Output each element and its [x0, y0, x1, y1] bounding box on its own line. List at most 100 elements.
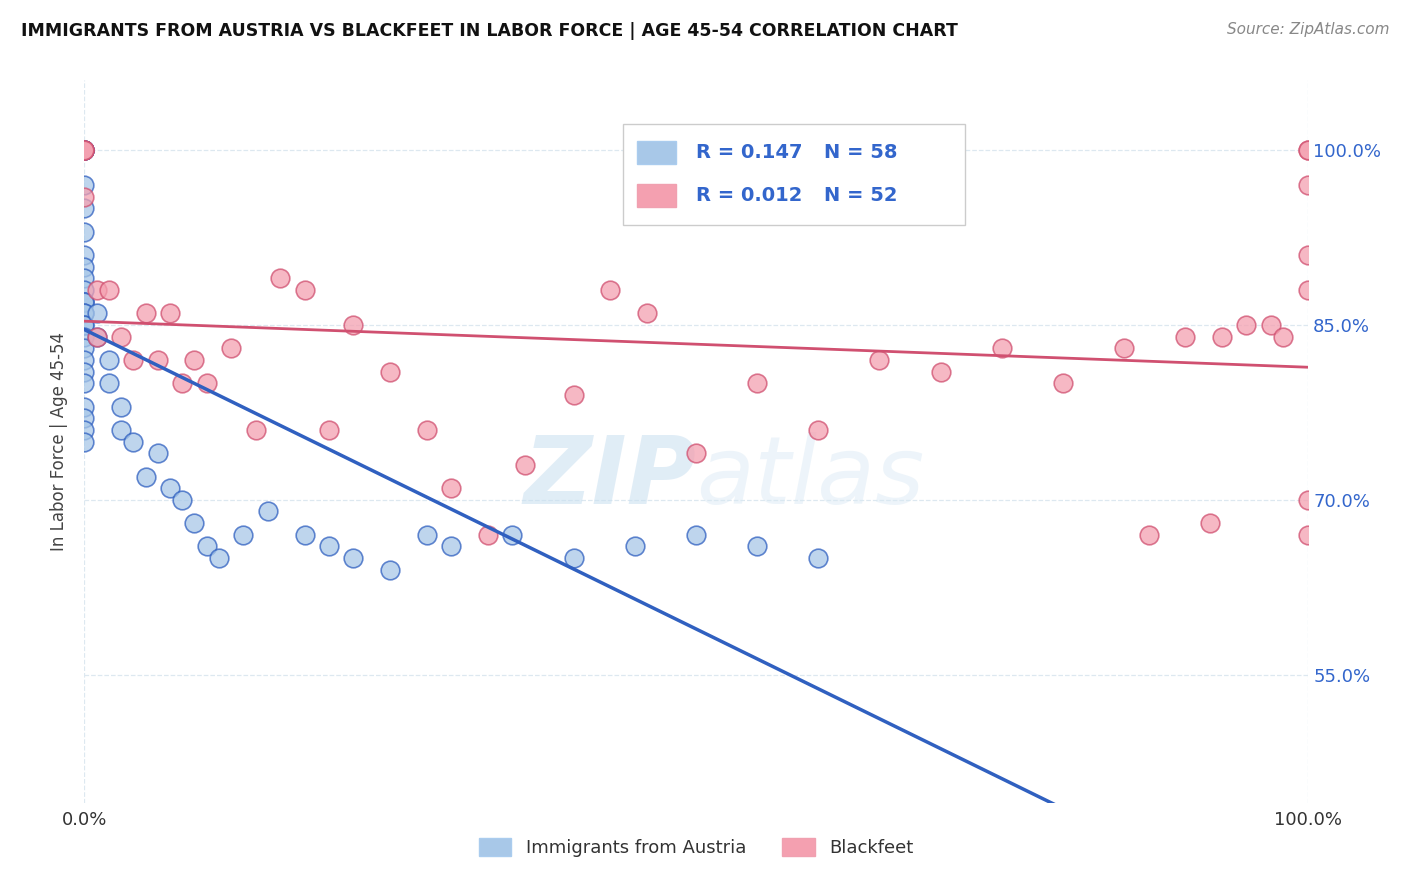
Point — [73, 294, 96, 309]
FancyBboxPatch shape — [623, 124, 965, 225]
Point — [86, 329, 108, 343]
FancyBboxPatch shape — [637, 141, 676, 164]
Point — [73, 294, 96, 309]
Point — [1260, 318, 1282, 332]
Point — [172, 492, 194, 507]
Point — [1296, 178, 1319, 193]
Point — [73, 143, 96, 157]
Point — [73, 190, 96, 204]
Point — [416, 528, 439, 542]
Point — [195, 376, 218, 391]
Point — [294, 528, 316, 542]
Point — [318, 423, 340, 437]
Point — [86, 306, 108, 320]
Point — [73, 411, 96, 425]
Point — [991, 341, 1014, 355]
Point — [208, 551, 231, 566]
Point — [73, 271, 96, 285]
Point — [1296, 248, 1319, 262]
Point — [636, 306, 658, 320]
Point — [73, 400, 96, 414]
Point — [159, 481, 181, 495]
Point — [73, 294, 96, 309]
Point — [1236, 318, 1258, 332]
Point — [294, 283, 316, 297]
Point — [73, 260, 96, 274]
Point — [73, 143, 96, 157]
Text: IMMIGRANTS FROM AUSTRIA VS BLACKFEET IN LABOR FORCE | AGE 45-54 CORRELATION CHAR: IMMIGRANTS FROM AUSTRIA VS BLACKFEET IN … — [21, 22, 957, 40]
Point — [86, 329, 108, 343]
Point — [624, 540, 647, 554]
Point — [172, 376, 194, 391]
Point — [269, 271, 291, 285]
Point — [232, 528, 254, 542]
Point — [380, 563, 402, 577]
Point — [513, 458, 536, 472]
Point — [73, 202, 96, 216]
Y-axis label: In Labor Force | Age 45-54: In Labor Force | Age 45-54 — [51, 332, 69, 551]
Text: R = 0.012: R = 0.012 — [696, 186, 803, 205]
Point — [73, 365, 96, 379]
Point — [73, 434, 96, 449]
Point — [440, 481, 463, 495]
Point — [1211, 329, 1233, 343]
Point — [747, 376, 769, 391]
Point — [1174, 329, 1197, 343]
Point — [1137, 528, 1160, 542]
Point — [685, 528, 707, 542]
Point — [195, 540, 218, 554]
Point — [1198, 516, 1220, 530]
Point — [219, 341, 242, 355]
Point — [110, 329, 132, 343]
Point — [110, 423, 132, 437]
Point — [183, 516, 205, 530]
Point — [97, 283, 120, 297]
Point — [73, 143, 96, 157]
Point — [146, 446, 169, 460]
Point — [1114, 341, 1136, 355]
Point — [73, 423, 96, 437]
Point — [318, 540, 340, 554]
Point — [599, 283, 621, 297]
Point — [86, 283, 108, 297]
Point — [73, 143, 96, 157]
Text: R = 0.147: R = 0.147 — [696, 143, 803, 162]
Point — [146, 353, 169, 368]
Point — [342, 318, 364, 332]
Point — [73, 143, 96, 157]
Point — [685, 446, 707, 460]
Point — [257, 504, 280, 518]
Legend: Immigrants from Austria, Blackfeet: Immigrants from Austria, Blackfeet — [470, 829, 922, 866]
Point — [1296, 143, 1319, 157]
Point — [1296, 283, 1319, 297]
Point — [440, 540, 463, 554]
Point — [1272, 329, 1295, 343]
Point — [73, 178, 96, 193]
Point — [73, 341, 96, 355]
Point — [73, 318, 96, 332]
Point — [73, 306, 96, 320]
Point — [73, 143, 96, 157]
Point — [807, 423, 830, 437]
Point — [1296, 143, 1319, 157]
Text: Source: ZipAtlas.com: Source: ZipAtlas.com — [1226, 22, 1389, 37]
Text: atlas: atlas — [696, 432, 924, 524]
FancyBboxPatch shape — [637, 185, 676, 208]
Point — [73, 225, 96, 239]
Point — [73, 318, 96, 332]
Point — [183, 353, 205, 368]
Point — [73, 143, 96, 157]
Point — [562, 551, 585, 566]
Point — [73, 283, 96, 297]
Point — [73, 248, 96, 262]
Point — [929, 365, 952, 379]
Point — [73, 353, 96, 368]
Point — [97, 376, 120, 391]
Point — [562, 388, 585, 402]
Point — [73, 329, 96, 343]
Point — [1296, 528, 1319, 542]
Point — [135, 306, 157, 320]
Point — [1052, 376, 1074, 391]
Text: N = 52: N = 52 — [824, 186, 898, 205]
Point — [747, 540, 769, 554]
